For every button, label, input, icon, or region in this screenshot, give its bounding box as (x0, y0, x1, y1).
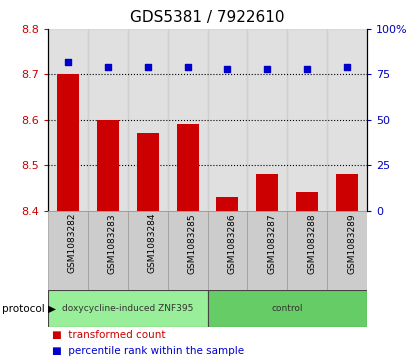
Bar (217, 197, 239, 211)
Bar (247, 29, 287, 211)
Point (224, 66, 231, 72)
Bar (256, 174, 278, 211)
Text: ■  percentile rank within the sample: ■ percentile rank within the sample (52, 346, 244, 356)
Bar (287, 211, 327, 290)
Text: GSM1083282: GSM1083282 (68, 213, 77, 273)
Point (64, 59, 71, 65)
Bar (128, 211, 168, 290)
Text: GSM1083286: GSM1083286 (227, 213, 237, 274)
Bar (168, 211, 208, 290)
Text: doxycycline-induced ZNF395: doxycycline-induced ZNF395 (62, 304, 193, 313)
Text: GSM1083285: GSM1083285 (188, 213, 197, 274)
Title: GDS5381 / 7922610: GDS5381 / 7922610 (130, 10, 285, 25)
Text: control: control (272, 304, 303, 313)
Bar (168, 29, 208, 211)
Bar (137, 134, 159, 211)
Text: GSM1083283: GSM1083283 (107, 213, 117, 274)
Bar (88, 29, 128, 211)
Bar (57, 74, 79, 211)
Bar (128, 29, 168, 211)
Bar (48, 211, 88, 290)
Bar (208, 290, 367, 327)
Text: GSM1083284: GSM1083284 (148, 213, 156, 273)
Bar (176, 125, 198, 211)
Bar (327, 211, 367, 290)
Bar (247, 211, 287, 290)
Bar (327, 29, 367, 211)
Text: GSM1083287: GSM1083287 (267, 213, 276, 274)
Bar (48, 290, 208, 327)
Bar (336, 174, 358, 211)
Text: protocol ▶: protocol ▶ (2, 303, 56, 314)
Text: GSM1083289: GSM1083289 (347, 213, 356, 274)
Point (344, 64, 351, 70)
Text: ■  transformed count: ■ transformed count (52, 330, 165, 340)
Bar (88, 211, 128, 290)
Text: GSM1083288: GSM1083288 (308, 213, 316, 274)
Bar (208, 211, 247, 290)
Point (104, 64, 111, 70)
Bar (296, 192, 318, 211)
Point (184, 64, 191, 70)
Point (304, 66, 311, 72)
Bar (48, 29, 88, 211)
Bar (208, 29, 247, 211)
Bar (97, 120, 119, 211)
Point (264, 66, 271, 72)
Point (144, 64, 151, 70)
Bar (287, 29, 327, 211)
